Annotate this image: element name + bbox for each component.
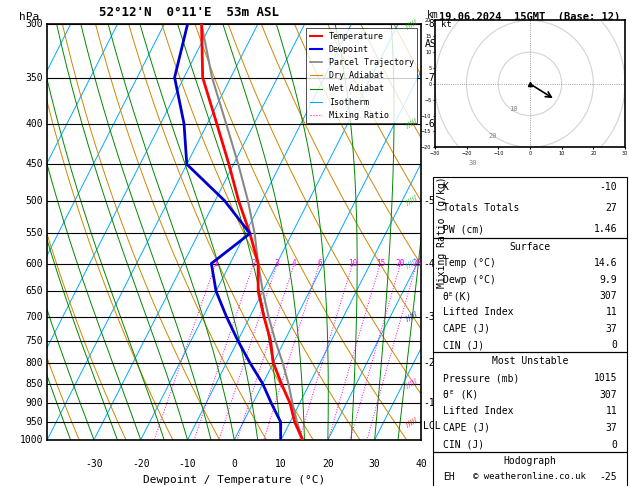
Text: /////: ///// [405,311,419,322]
Text: -2: -2 [423,358,435,368]
Text: PW (cm): PW (cm) [443,224,484,234]
Text: Most Unstable: Most Unstable [492,357,568,366]
Text: 550: 550 [26,228,43,239]
Text: 0: 0 [611,340,617,350]
Text: 350: 350 [26,72,43,83]
Text: hPa: hPa [19,12,39,22]
Text: -20: -20 [132,458,150,469]
Bar [433,452,627,486]
Text: Hodograph: Hodograph [503,456,557,466]
Text: 1.46: 1.46 [594,224,617,234]
Text: 0: 0 [231,458,237,469]
Text: 2: 2 [252,259,256,268]
Text: /////: ///// [405,19,419,30]
Text: θᴱ(K): θᴱ(K) [443,291,472,301]
Text: 700: 700 [26,312,43,322]
Text: 850: 850 [26,379,43,389]
Text: /////: ///// [405,195,419,206]
Text: 400: 400 [26,119,43,129]
Text: -5: -5 [423,195,435,206]
Text: K: K [443,181,448,191]
Text: 1000: 1000 [20,435,43,445]
Text: 750: 750 [26,335,43,346]
Text: 37: 37 [605,324,617,334]
Text: 6: 6 [317,259,322,268]
Text: 800: 800 [26,358,43,368]
Text: Surface: Surface [509,242,550,252]
Text: 4: 4 [292,259,297,268]
Bar [433,352,627,452]
Text: -1: -1 [423,399,435,408]
Text: /////: ///// [405,378,419,389]
Text: 1015: 1015 [594,373,617,383]
Text: -10: -10 [599,181,617,191]
Text: 500: 500 [26,195,43,206]
Text: /////: ///// [405,118,419,129]
Text: 9.9: 9.9 [599,275,617,285]
Text: 20: 20 [322,458,334,469]
Text: θᴱ (K): θᴱ (K) [443,390,478,399]
Text: -10: -10 [179,458,196,469]
Text: 307: 307 [599,291,617,301]
Text: kt: kt [441,20,452,29]
Text: 0: 0 [611,439,617,450]
Text: 1: 1 [213,259,218,268]
Text: -30: -30 [85,458,103,469]
Text: 15: 15 [376,259,385,268]
Text: 14.6: 14.6 [594,259,617,268]
Text: EH: EH [443,472,455,482]
Text: km: km [427,10,439,20]
Text: 300: 300 [26,19,43,29]
Text: Dewp (°C): Dewp (°C) [443,275,496,285]
Text: 307: 307 [599,390,617,399]
Text: © weatheronline.co.uk: © weatheronline.co.uk [474,472,586,481]
Text: Lifted Index: Lifted Index [443,406,513,417]
Text: 600: 600 [26,259,43,269]
Text: -25: -25 [599,472,617,482]
Text: Totals Totals: Totals Totals [443,203,519,213]
Bar [433,177,627,238]
Text: 25: 25 [412,259,421,268]
Text: 450: 450 [26,159,43,169]
Text: -8: -8 [423,19,435,29]
Text: 30: 30 [369,458,381,469]
Text: 52°12'N  0°11'E  53m ASL: 52°12'N 0°11'E 53m ASL [99,6,279,19]
Text: 20: 20 [396,259,405,268]
Text: 27: 27 [605,203,617,213]
Text: 10: 10 [276,458,287,469]
Text: ASL: ASL [425,39,443,49]
Text: -3: -3 [423,312,435,322]
Text: /////: ///// [405,258,419,269]
Text: CIN (J): CIN (J) [443,439,484,450]
Text: 10: 10 [509,106,518,112]
Text: Dewpoint / Temperature (°C): Dewpoint / Temperature (°C) [143,475,325,485]
Text: Pressure (mb): Pressure (mb) [443,373,519,383]
Text: Lifted Index: Lifted Index [443,307,513,317]
Text: CIN (J): CIN (J) [443,340,484,350]
Legend: Temperature, Dewpoint, Parcel Trajectory, Dry Adiabat, Wet Adiabat, Isotherm, Mi: Temperature, Dewpoint, Parcel Trajectory… [306,29,417,123]
Text: CAPE (J): CAPE (J) [443,423,490,433]
Text: 11: 11 [605,307,617,317]
Text: 40: 40 [416,458,427,469]
Text: 900: 900 [26,399,43,408]
Bar [433,238,627,352]
Text: Temp (°C): Temp (°C) [443,259,496,268]
Text: 19.06.2024  15GMT  (Base: 12): 19.06.2024 15GMT (Base: 12) [439,12,621,22]
Text: 10: 10 [348,259,357,268]
Text: Mixing Ratio (g/kg): Mixing Ratio (g/kg) [437,176,447,288]
Text: -4: -4 [423,259,435,269]
Text: 30: 30 [468,160,477,166]
Text: -6: -6 [423,119,435,129]
Text: /////: ///// [405,417,419,428]
Text: 650: 650 [26,286,43,296]
Text: 20: 20 [489,133,497,139]
Text: 11: 11 [605,406,617,417]
Text: 37: 37 [605,423,617,433]
Text: CAPE (J): CAPE (J) [443,324,490,334]
Text: 3: 3 [275,259,279,268]
Text: 950: 950 [26,417,43,427]
Text: -7: -7 [423,72,435,83]
Text: LCL: LCL [423,421,441,431]
